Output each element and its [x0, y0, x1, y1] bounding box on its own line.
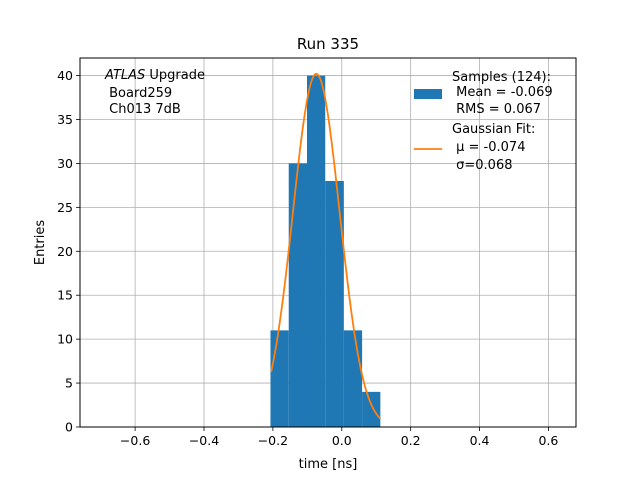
histogram-bar-5: [362, 391, 381, 427]
y-tick-label-3: 15: [57, 288, 73, 303]
plot-frame: [79, 57, 577, 428]
y-axis-label: Entries: [33, 220, 48, 266]
x-tick-label-2: −0.2: [258, 433, 288, 448]
annotation-line-2: Board259: [105, 86, 172, 101]
y-tick-label-4: 20: [57, 244, 73, 259]
chart-title: Run 335: [297, 35, 359, 53]
annotation-line-1: ATLAS Upgrade: [104, 68, 205, 83]
y-tick-label-1: 5: [65, 376, 73, 391]
histogram-bar-0: [270, 330, 289, 427]
legend-fit-line-3: σ=0.068: [452, 158, 512, 173]
legend: Samples (124): Mean = -0.069 RMS = 0.067…: [414, 70, 553, 173]
histogram-bar-1: [288, 163, 307, 427]
x-axis-ticks: −0.6 −0.4 −0.2 0.0 0.2 0.4 0.6: [120, 427, 558, 448]
annotation-line-3: Ch013 7dB: [105, 102, 181, 117]
histogram-bar-4: [343, 330, 363, 427]
y-tick-label-2: 10: [57, 332, 73, 347]
legend-fit-line-2: μ = -0.074: [452, 140, 525, 155]
y-tick-label-6: 30: [57, 156, 73, 171]
y-tick-label-8: 40: [57, 68, 73, 83]
y-tick-label-7: 35: [57, 112, 73, 127]
y-tick-label-0: 0: [65, 420, 73, 435]
legend-samples-patch: [414, 89, 442, 99]
histogram-bar-2: [306, 75, 326, 428]
annotation: ATLAS Upgrade Board259 Ch013 7dB: [104, 68, 205, 117]
histogram-bar-3: [325, 181, 344, 427]
legend-samples-line-3: RMS = 0.067: [452, 102, 541, 117]
x-tick-label-6: 0.6: [538, 433, 558, 448]
legend-samples-line-1: Samples (124):: [452, 70, 551, 85]
x-tick-label-3: 0.0: [332, 433, 352, 448]
legend-samples-line-2: Mean = -0.069: [452, 85, 553, 100]
gaussian-fit-curve: [270, 72, 381, 420]
x-tick-label-4: 0.2: [401, 433, 421, 448]
x-tick-label-1: −0.4: [189, 433, 219, 448]
x-tick-label-0: −0.6: [120, 433, 150, 448]
legend-fit-line-1: Gaussian Fit:: [452, 122, 535, 137]
y-axis-ticks: 0 5 10 15 20 25 30 35 40: [57, 68, 80, 435]
x-axis-label: time [ns]: [299, 457, 358, 472]
y-tick-label-5: 25: [57, 200, 73, 215]
x-tick-label-5: 0.4: [470, 433, 490, 448]
